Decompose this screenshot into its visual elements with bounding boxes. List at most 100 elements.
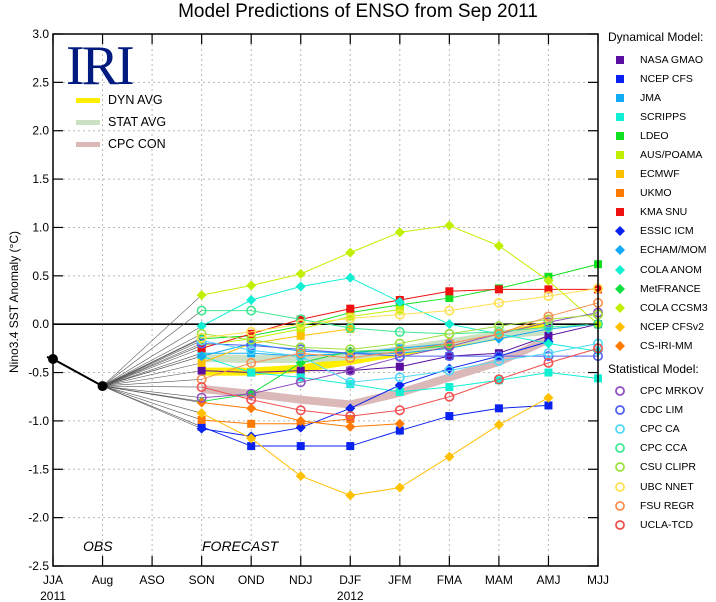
- legend-item: KMA SNU: [608, 203, 716, 222]
- cdc-lim-point: [543, 351, 554, 362]
- cola-anom-point: [394, 296, 405, 307]
- cola-anom-point: [543, 338, 554, 349]
- diamond-marker-icon: [612, 244, 628, 256]
- cola-ccsm3-point: [543, 275, 554, 286]
- cpc-mrkov-point: [246, 388, 257, 399]
- cs-iri-mm-point: [394, 418, 405, 429]
- legend-item: CPC CA: [608, 420, 716, 439]
- ncep-cfs-point: [395, 426, 404, 435]
- legend-item: UCLA-TCD: [608, 515, 716, 534]
- legend-label: ECMWF: [640, 168, 680, 181]
- cpc-ca-point: [394, 372, 405, 383]
- x-tick-label: ASO: [139, 573, 164, 587]
- cpc-mrkov-point: [295, 377, 306, 388]
- cpc-cca-point: [345, 323, 356, 334]
- cpc-cca-point: [394, 326, 405, 337]
- cola-ccsm3-point: [196, 290, 207, 301]
- x-tick-label: JJA: [43, 573, 63, 587]
- ukmo-point: [247, 419, 256, 428]
- ncep-cfs-point: [296, 442, 305, 451]
- legend-item: CPC MRKOV: [608, 382, 716, 401]
- connector-line: [102, 355, 202, 387]
- legend-label: CS-IRI-MM: [640, 339, 693, 352]
- cdc-lim-point: [196, 338, 207, 349]
- scripps-point: [346, 380, 355, 389]
- ubc-nnet-point: [493, 297, 504, 308]
- aus-poama-point: [346, 312, 355, 321]
- ukmo-point: [197, 415, 206, 424]
- circle-marker-icon: [612, 500, 628, 512]
- ubc-nnet-line: [201, 287, 599, 339]
- legend-item: NCEP CFS: [608, 69, 716, 88]
- cola-anom-point: [295, 281, 306, 292]
- x-tick-label: OND: [238, 573, 265, 587]
- x-tick-label: JFM: [388, 573, 411, 587]
- csu-clipr-point: [444, 328, 455, 339]
- diamond-marker-icon: [612, 264, 628, 276]
- ecmwf-line: [201, 328, 351, 364]
- legend-item: CS-IRI-MM: [608, 336, 716, 355]
- legend-item: CPC CCA: [608, 439, 716, 458]
- ncep-cfs-point: [247, 442, 256, 451]
- legend-label: NCEP CFS: [640, 72, 693, 85]
- ncep-cfs-point: [346, 442, 355, 451]
- connector-line: [102, 385, 202, 414]
- scripps-point: [544, 368, 553, 377]
- cola-ccsm3-point: [493, 240, 504, 251]
- cola-ccsm3-point: [295, 268, 306, 279]
- legend-label: MetFRANCE: [640, 282, 701, 295]
- ncep-cfsv2-point: [543, 392, 554, 403]
- y-tick-label: -1.5: [28, 462, 49, 476]
- connector-line: [102, 325, 202, 387]
- ldeo-point: [445, 294, 454, 303]
- essic-icm-point: [394, 380, 405, 391]
- circle-marker-icon: [612, 423, 628, 435]
- legend-label: COLA CCSM3: [640, 301, 708, 314]
- csu-clipr-line: [201, 314, 599, 350]
- ubc-nnet-point: [444, 305, 455, 316]
- legend-label: CPC MRKOV: [640, 385, 704, 398]
- legend-item: COLA ANOM: [608, 260, 716, 279]
- cpc-ca-point: [543, 348, 554, 359]
- legend-label: SCRIPPS: [640, 110, 687, 123]
- square-marker-icon: [612, 73, 628, 85]
- ncep-cfsv2-point: [394, 482, 405, 493]
- legend-label: NASA GMAO: [640, 53, 704, 66]
- y-tick-label: 0.0: [32, 317, 49, 331]
- forecast-annotation: FORECAST: [202, 538, 279, 554]
- legend-item: ECMWF: [608, 165, 716, 184]
- connector-line: [102, 352, 202, 387]
- ucla-tcd-point: [543, 357, 554, 368]
- y-tick-label: 1.5: [32, 172, 49, 186]
- cpc-mrkov-point: [444, 341, 455, 352]
- y-axis-label: Nino3.4 SST Anomaly (°C): [7, 231, 21, 373]
- legend-label: UCLA-TCD: [640, 518, 694, 531]
- legend-label: UKMO: [640, 187, 672, 200]
- circle-marker-icon: [612, 461, 628, 473]
- cpc-con-line: [201, 336, 551, 409]
- cpc-ca-point: [196, 335, 207, 346]
- x-tick-label: NDJ: [289, 573, 312, 587]
- cpc-ca-line: [201, 340, 599, 383]
- circle-marker-icon: [612, 519, 628, 531]
- ncep-cfs-point: [494, 404, 503, 413]
- legend-label: CPC CA: [640, 423, 680, 436]
- csu-clipr-point: [295, 342, 306, 353]
- echam-mom-point: [196, 351, 207, 362]
- cola-anom-point: [345, 272, 356, 283]
- connector-line: [102, 340, 202, 387]
- fsu-regr-point: [394, 346, 405, 357]
- ubc-nnet-point: [295, 319, 306, 330]
- scripps-point: [445, 383, 454, 392]
- cola-ccsm3-point: [444, 220, 455, 231]
- ucla-tcd-line: [201, 347, 599, 417]
- cola-ccsm3-point: [345, 247, 356, 258]
- model-series: [196, 220, 603, 501]
- year-label: 2012: [337, 589, 364, 602]
- connector-line: [102, 310, 202, 387]
- legend-stat-avg: STAT AVG: [76, 111, 166, 133]
- legend-item: UBC NNET: [608, 477, 716, 496]
- connector-line: [102, 333, 202, 387]
- legend-label: DYN AVG: [108, 93, 163, 107]
